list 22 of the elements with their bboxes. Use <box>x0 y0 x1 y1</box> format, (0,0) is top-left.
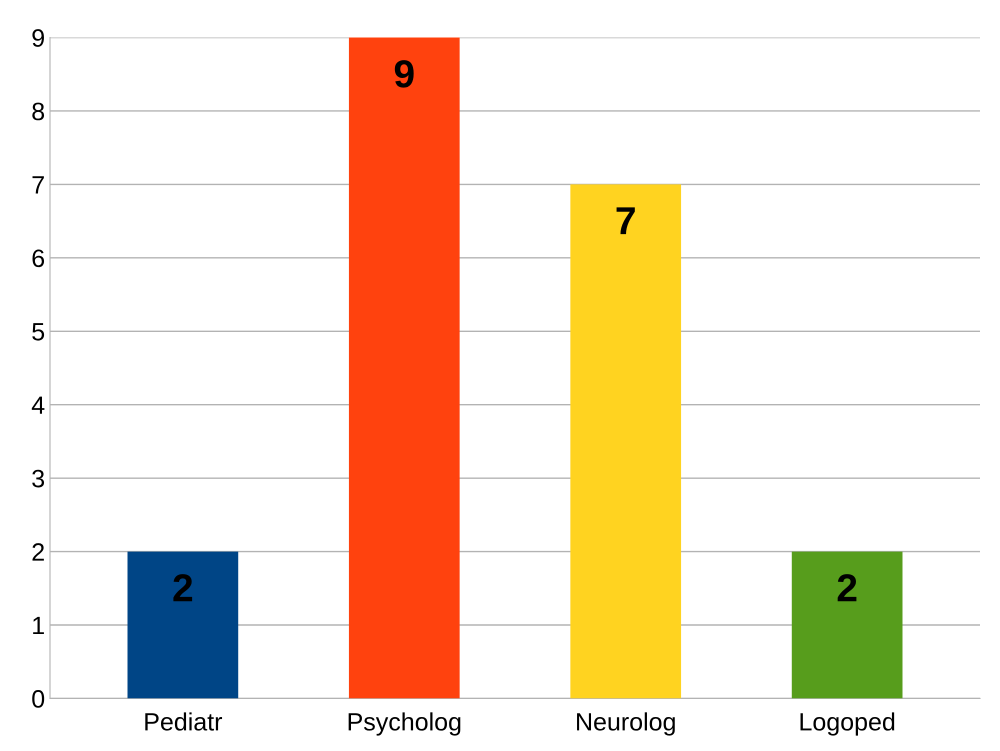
y-tick-label: 9 <box>32 29 44 47</box>
x-tick-label: Psycholog <box>348 712 460 736</box>
y-tick-label: 7 <box>32 176 44 194</box>
y-tick-label: 3 <box>32 470 44 488</box>
x-tick-label: Pediatr <box>145 712 222 731</box>
data-label: 7 <box>616 207 635 234</box>
data-label: 2 <box>838 574 856 602</box>
data-label: 2 <box>173 574 192 602</box>
y-tick-label: 2 <box>32 543 44 561</box>
y-tick-label: 0 <box>32 690 44 708</box>
x-tick-label: Logoped <box>800 712 894 736</box>
x-tick-label: Neurolog <box>577 712 675 736</box>
y-tick-label: 1 <box>33 616 44 634</box>
bar <box>128 552 238 698</box>
y-tick-label: 6 <box>32 249 44 268</box>
y-tick-label: 4 <box>32 396 44 414</box>
y-tick-label: 5 <box>32 323 44 341</box>
y-tick-label: 8 <box>32 102 44 120</box>
bar <box>570 184 682 698</box>
bar <box>348 38 460 698</box>
data-label: 9 <box>394 60 414 88</box>
bar <box>792 552 902 698</box>
